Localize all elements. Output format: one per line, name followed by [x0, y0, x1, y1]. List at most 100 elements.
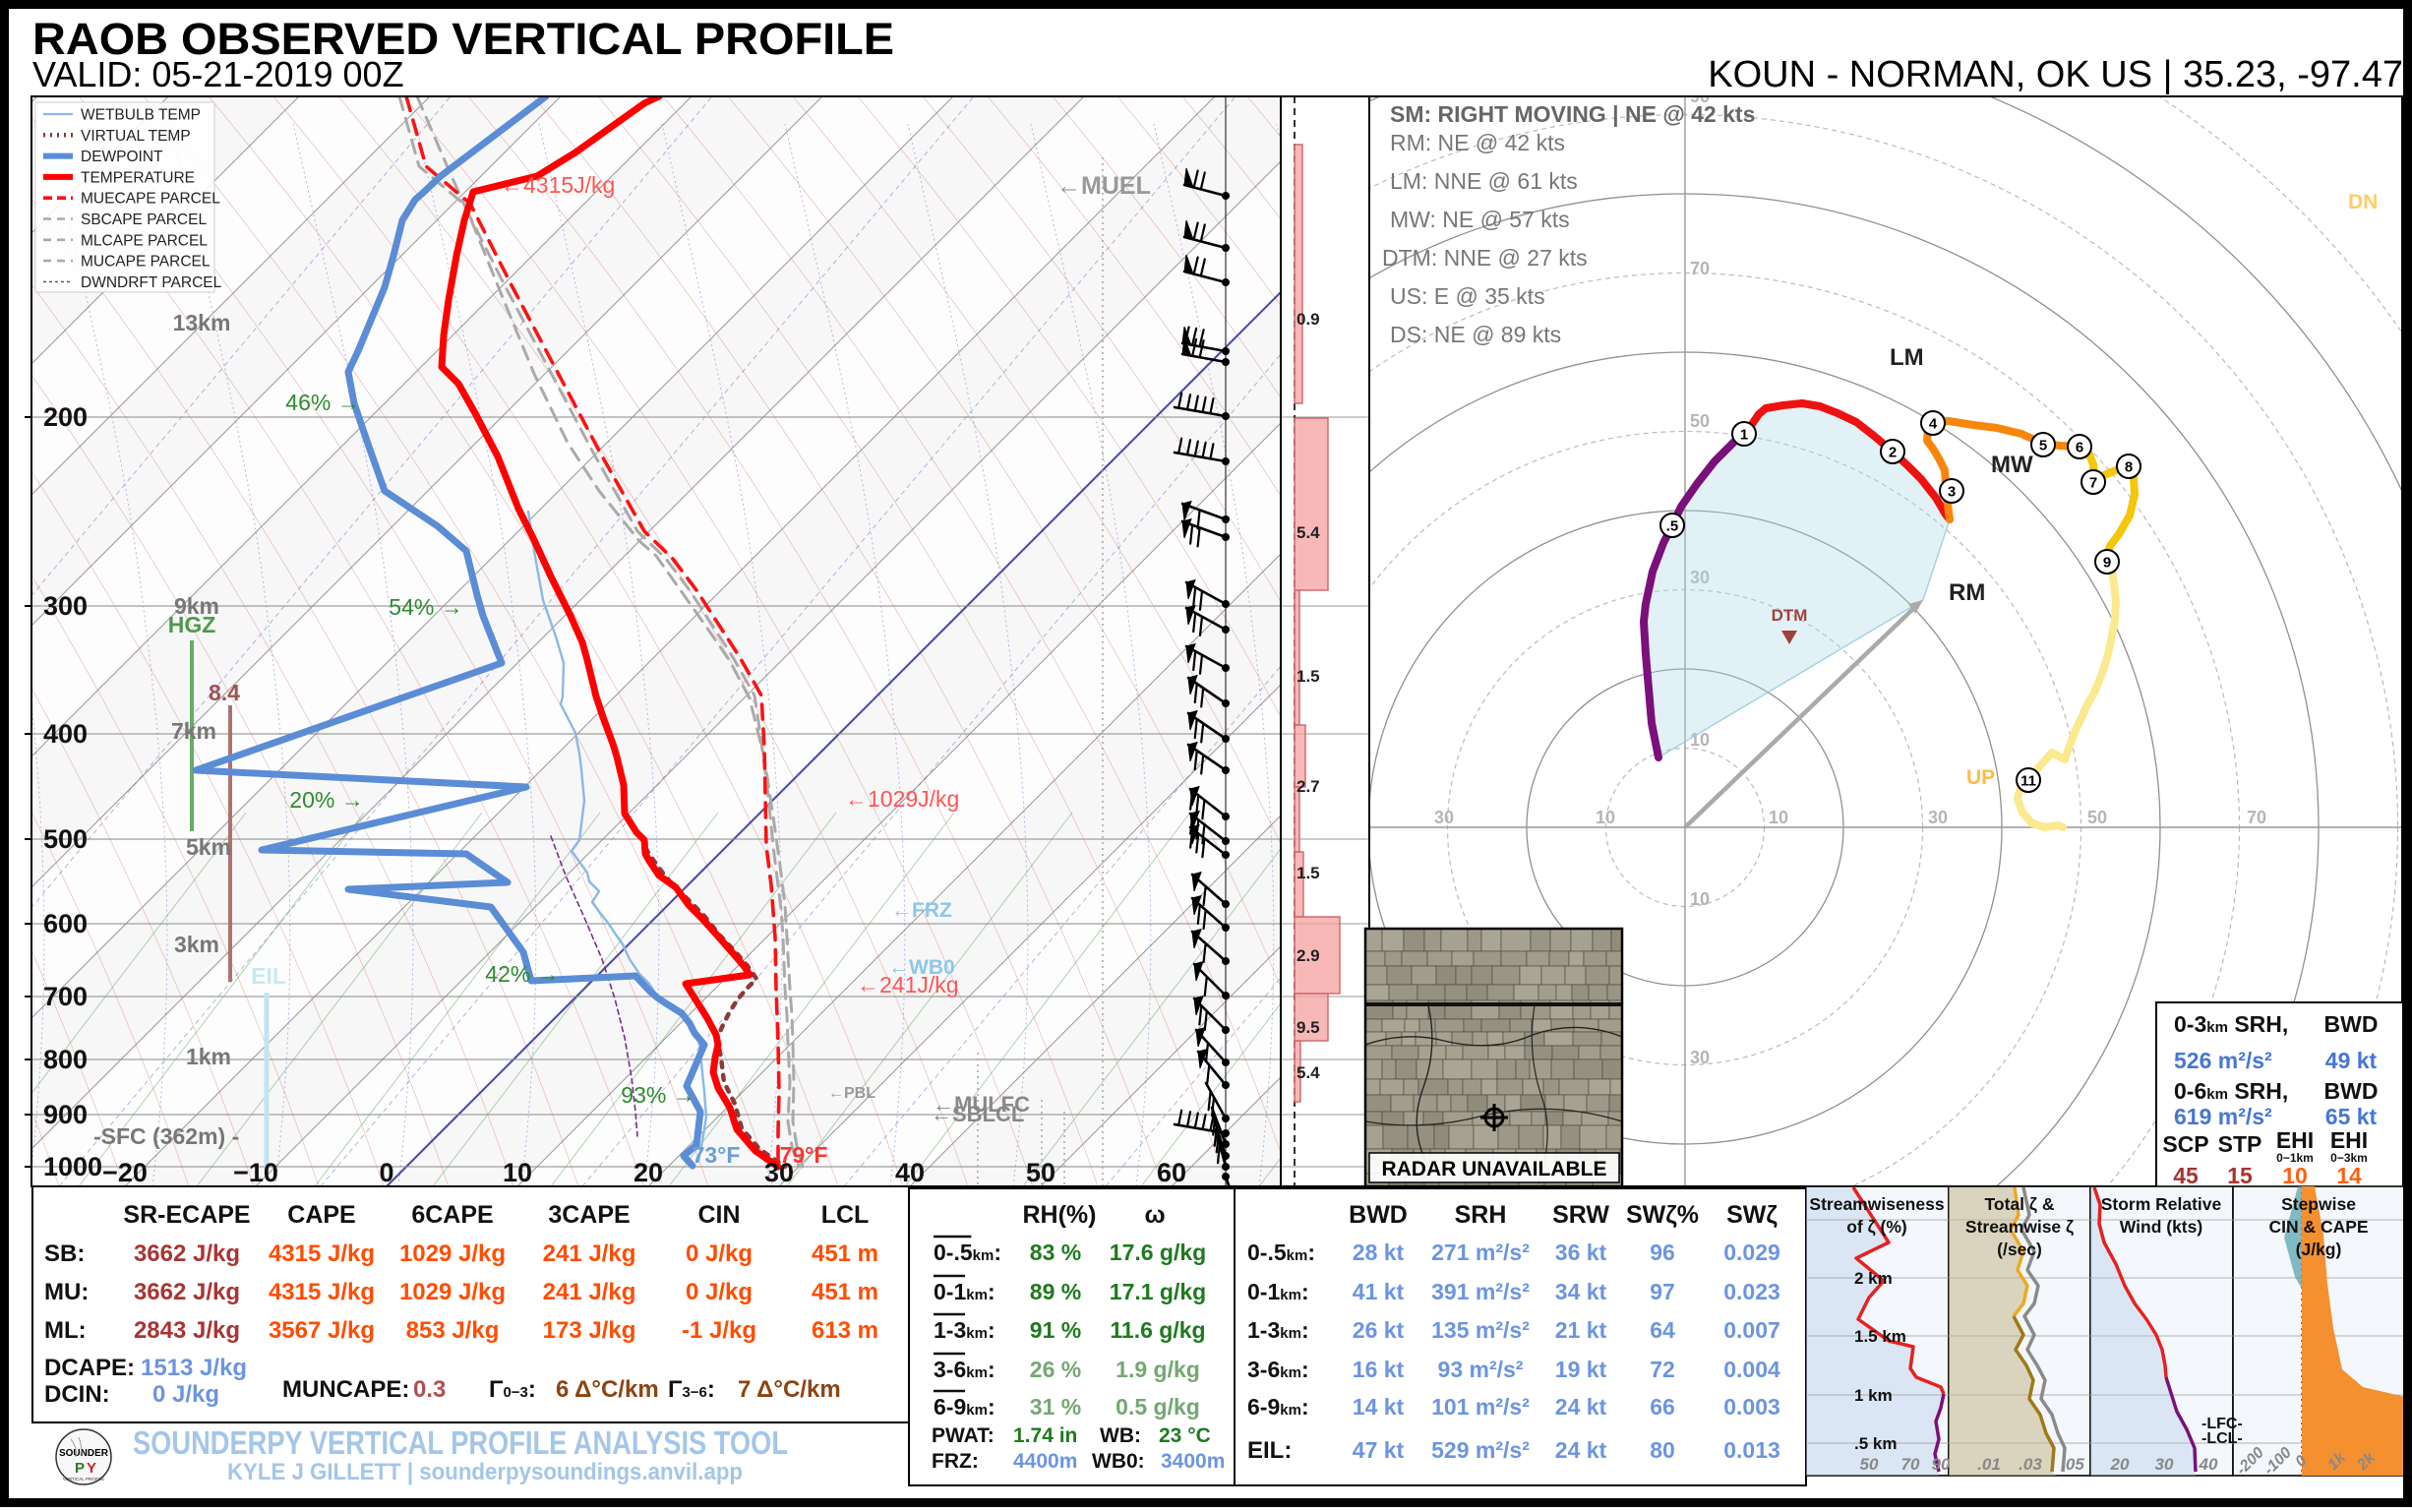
- svg-text:CIN: CIN: [697, 1201, 740, 1229]
- svg-text:9.5: 9.5: [1296, 1018, 1320, 1037]
- svg-text:EHI: EHI: [2330, 1127, 2368, 1153]
- svg-text:70: 70: [1901, 1455, 1920, 1474]
- svg-text:EHI: EHI: [2276, 1127, 2314, 1153]
- svg-text:241 J/kg: 241 J/kg: [543, 1240, 636, 1267]
- svg-text:STP: STP: [2218, 1131, 2262, 1157]
- svg-text:SM: RIGHT MOVING | NE @ 42 kts: SM: RIGHT MOVING | NE @ 42 kts: [1390, 101, 1755, 127]
- svg-text:SBCAPE PARCEL: SBCAPE PARCEL: [81, 212, 207, 228]
- svg-text:91 %: 91 %: [1030, 1317, 1081, 1343]
- svg-text:DEWPOINT: DEWPOINT: [81, 149, 163, 165]
- svg-text:0 J/kg: 0 J/kg: [152, 1381, 219, 1408]
- svg-text:20% →: 20% →: [289, 787, 363, 813]
- svg-text:451 m: 451 m: [812, 1240, 878, 1267]
- svg-text:of ζ (%): of ζ (%): [1846, 1217, 1907, 1238]
- svg-text:ω: ω: [1144, 1201, 1165, 1229]
- svg-text:2 km: 2 km: [1854, 1269, 1893, 1288]
- svg-text:Storm Relative: Storm Relative: [2101, 1194, 2222, 1214]
- svg-text:BWD: BWD: [2324, 1011, 2379, 1037]
- svg-text:2.7: 2.7: [1296, 777, 1320, 796]
- svg-text:MW: NE @ 57 kts: MW: NE @ 57 kts: [1390, 207, 1570, 232]
- svg-text:KOUN - NORMAN, OK US | 35.23,: KOUN - NORMAN, OK US | 35.23, -97.47: [1708, 54, 2403, 95]
- svg-text:LM: NNE @ 61 kts: LM: NNE @ 61 kts: [1390, 168, 1578, 194]
- svg-text:10: 10: [2282, 1163, 2308, 1188]
- svg-text:P: P: [75, 1460, 85, 1477]
- svg-text:CIN & CAPE: CIN & CAPE: [2268, 1217, 2368, 1237]
- svg-text:3662 J/kg: 3662 J/kg: [134, 1279, 240, 1305]
- svg-text:0-3km SRH,: 0-3km SRH,: [2174, 1011, 2288, 1037]
- svg-text:3km: 3km: [174, 932, 219, 957]
- svg-text:9: 9: [2103, 555, 2111, 572]
- svg-text:VIRTUAL TEMP: VIRTUAL TEMP: [81, 128, 191, 145]
- svg-text:3662 J/kg: 3662 J/kg: [134, 1240, 240, 1267]
- svg-text:SWζ: SWζ: [1726, 1201, 1778, 1229]
- svg-text:20: 20: [633, 1158, 663, 1187]
- svg-text:MW: MW: [1991, 452, 2033, 478]
- svg-text:0.013: 0.013: [1723, 1437, 1780, 1463]
- svg-text:93 m²/s²: 93 m²/s²: [1438, 1357, 1524, 1382]
- svg-text:50: 50: [1026, 1158, 1055, 1187]
- svg-text:241 J/kg: 241 J/kg: [543, 1279, 636, 1305]
- svg-text:173 J/kg: 173 J/kg: [543, 1317, 636, 1344]
- svg-text:4: 4: [1929, 416, 1938, 433]
- svg-text:14: 14: [2336, 1163, 2362, 1188]
- svg-text:4400m: 4400m: [1013, 1450, 1077, 1473]
- svg-text:WETBULB TEMP: WETBULB TEMP: [81, 107, 201, 124]
- svg-text:SOUNDERPY VERTICAL PROFILE ANA: SOUNDERPY VERTICAL PROFILE ANALYSIS TOOL: [133, 1424, 788, 1461]
- svg-text:MUCAPE PARCEL: MUCAPE PARCEL: [81, 254, 211, 271]
- svg-text:40: 40: [2199, 1455, 2218, 1474]
- svg-text:2843 J/kg: 2843 J/kg: [134, 1317, 240, 1344]
- svg-text:RM: NE @ 42 kts: RM: NE @ 42 kts: [1390, 130, 1565, 155]
- svg-text:SB:: SB:: [44, 1240, 85, 1267]
- svg-text:13km: 13km: [173, 310, 231, 335]
- svg-text:←241J/kg: ←241J/kg: [857, 972, 959, 998]
- svg-text:.03: .03: [2019, 1455, 2042, 1474]
- svg-text:SWζ%: SWζ%: [1626, 1201, 1699, 1229]
- svg-text:1.5: 1.5: [1296, 864, 1320, 882]
- svg-text:853 J/kg: 853 J/kg: [406, 1317, 500, 1344]
- svg-text:101 m²/s²: 101 m²/s²: [1431, 1394, 1530, 1420]
- svg-text:391 m²/s²: 391 m²/s²: [1431, 1279, 1530, 1304]
- svg-text:26 kt: 26 kt: [1353, 1317, 1405, 1343]
- svg-text:0 J/kg: 0 J/kg: [686, 1240, 753, 1267]
- svg-text:Total ζ &: Total ζ &: [1985, 1194, 2055, 1215]
- svg-text:10: 10: [1596, 808, 1615, 827]
- svg-text:0.003: 0.003: [1723, 1394, 1780, 1420]
- svg-text:24 kt: 24 kt: [1555, 1437, 1607, 1463]
- svg-text:451 m: 451 m: [812, 1279, 878, 1305]
- svg-text:15: 15: [2227, 1163, 2253, 1188]
- svg-text:BWD: BWD: [1349, 1201, 1408, 1229]
- svg-text:526 m²/s²: 526 m²/s²: [2174, 1048, 2272, 1073]
- svg-text:←SBLCL: ←SBLCL: [931, 1102, 1024, 1126]
- svg-text:70: 70: [2247, 808, 2266, 827]
- svg-text:11.6 g/kg: 11.6 g/kg: [1110, 1317, 1205, 1343]
- svg-text:VERTICAL PROFILE: VERTICAL PROFILE: [63, 1477, 104, 1482]
- svg-text:RM: RM: [1949, 579, 1985, 606]
- svg-text:6: 6: [2076, 440, 2083, 456]
- svg-text:8: 8: [2125, 459, 2133, 476]
- svg-text:.01: .01: [1977, 1455, 2001, 1474]
- svg-text:MLCAPE PARCEL: MLCAPE PARCEL: [81, 232, 208, 249]
- svg-text:DCAPE:: DCAPE:: [44, 1355, 135, 1381]
- svg-text:2.9: 2.9: [1296, 946, 1320, 965]
- svg-text:ML:: ML:: [44, 1317, 87, 1344]
- svg-text:54% →: 54% →: [389, 594, 462, 620]
- svg-text:30: 30: [1434, 808, 1454, 827]
- svg-text:529 m²/s²: 529 m²/s²: [1431, 1437, 1530, 1463]
- svg-text:US: E @ 35 kts: US: E @ 35 kts: [1390, 283, 1545, 309]
- svg-text:79°F: 79°F: [780, 1142, 828, 1168]
- svg-text:RH(%): RH(%): [1023, 1201, 1097, 1229]
- svg-text:-LCL-: -LCL-: [2201, 1430, 2243, 1447]
- svg-text:WB:: WB:: [1100, 1424, 1141, 1447]
- svg-text:10: 10: [1690, 889, 1710, 909]
- svg-text:14 kt: 14 kt: [1353, 1394, 1405, 1420]
- svg-text:−10: −10: [233, 1158, 278, 1187]
- svg-text:1km: 1km: [186, 1044, 231, 1069]
- svg-text:1: 1: [1740, 427, 1748, 444]
- svg-text:MUNCAPE:: MUNCAPE:: [282, 1376, 409, 1403]
- svg-text:0.023: 0.023: [1723, 1279, 1780, 1304]
- svg-text:DS: NE @ 89 kts: DS: NE @ 89 kts: [1390, 322, 1561, 347]
- svg-text:24 kt: 24 kt: [1555, 1394, 1607, 1420]
- svg-text:Stepwise: Stepwise: [2281, 1194, 2356, 1214]
- svg-text:←PBL: ←PBL: [828, 1085, 875, 1102]
- svg-text:20: 20: [2110, 1455, 2130, 1474]
